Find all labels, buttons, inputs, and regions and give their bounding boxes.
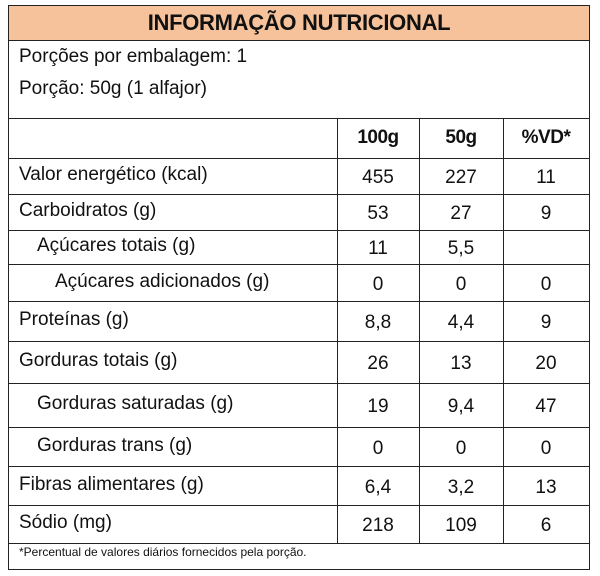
row-label: Açúcares totais (g)	[37, 235, 196, 256]
column-header: 100g	[357, 127, 399, 148]
row-value: 227	[445, 167, 477, 188]
row-label: Açúcares adicionados (g)	[55, 271, 270, 292]
row-value: 47	[535, 396, 557, 417]
row-label: Sódio (mg)	[19, 512, 112, 533]
row-value: 11	[536, 167, 556, 188]
row-value: 0	[540, 438, 552, 459]
row-label: Gorduras trans (g)	[37, 435, 193, 456]
row-value: 0	[372, 274, 384, 295]
table-divider	[9, 194, 589, 195]
table-divider	[9, 301, 589, 302]
table-divider	[9, 264, 589, 265]
row-value: 0	[455, 438, 467, 459]
column-divider	[337, 118, 338, 543]
row-value: 109	[445, 515, 477, 536]
row-value: 11	[368, 238, 388, 259]
table-divider	[9, 543, 589, 544]
row-label: Carboidratos (g)	[19, 200, 157, 221]
column-divider	[503, 118, 504, 543]
row-value: 5,5	[447, 238, 475, 259]
panel-title: INFORMAÇÃO NUTRICIONAL	[9, 6, 589, 41]
row-value: 20	[535, 353, 557, 374]
row-value: 0	[372, 438, 384, 459]
row-value: 6	[540, 515, 552, 536]
table-divider	[9, 427, 589, 428]
row-label: Fibras alimentares (g)	[19, 474, 204, 495]
table-divider	[9, 505, 589, 506]
row-value: 9	[540, 203, 552, 224]
row-value: 26	[367, 353, 389, 374]
row-value: 13	[535, 477, 557, 498]
row-label: Gorduras saturadas (g)	[37, 393, 234, 414]
row-label: Valor energético (kcal)	[19, 164, 208, 185]
row-value: 0	[455, 274, 467, 295]
row-value: 27	[450, 203, 472, 224]
row-label: Gorduras totais (g)	[19, 350, 178, 371]
row-value: 19	[367, 396, 389, 417]
serving-size: Porção: 50g (1 alfajor)	[19, 78, 207, 99]
column-header: %VD*	[521, 127, 571, 148]
column-header: 50g	[445, 127, 477, 148]
servings-per-package: Porções por embalagem: 1	[19, 46, 248, 67]
nutrition-facts-panel: INFORMAÇÃO NUTRICIONAL Porções por embal…	[8, 5, 590, 570]
row-label: Proteínas (g)	[19, 309, 129, 330]
table-divider	[9, 118, 589, 119]
row-value: 9,4	[447, 396, 475, 417]
table-divider	[9, 383, 589, 384]
row-value: 3,2	[447, 477, 475, 498]
row-value: 9	[540, 312, 552, 333]
column-divider	[419, 118, 420, 543]
row-value: 53	[367, 203, 389, 224]
table-divider	[9, 158, 589, 159]
row-value: 13	[450, 353, 472, 374]
table-divider	[9, 230, 589, 231]
row-value: 0	[540, 274, 552, 295]
table-divider	[9, 466, 589, 467]
row-value: 8,8	[364, 312, 392, 333]
row-value: 455	[362, 167, 394, 188]
footnote: *Percentual de valores diários fornecido…	[19, 545, 307, 559]
row-value: 4,4	[447, 312, 475, 333]
row-value: 6,4	[364, 477, 392, 498]
table-divider	[9, 341, 589, 342]
row-value: 218	[362, 515, 394, 536]
